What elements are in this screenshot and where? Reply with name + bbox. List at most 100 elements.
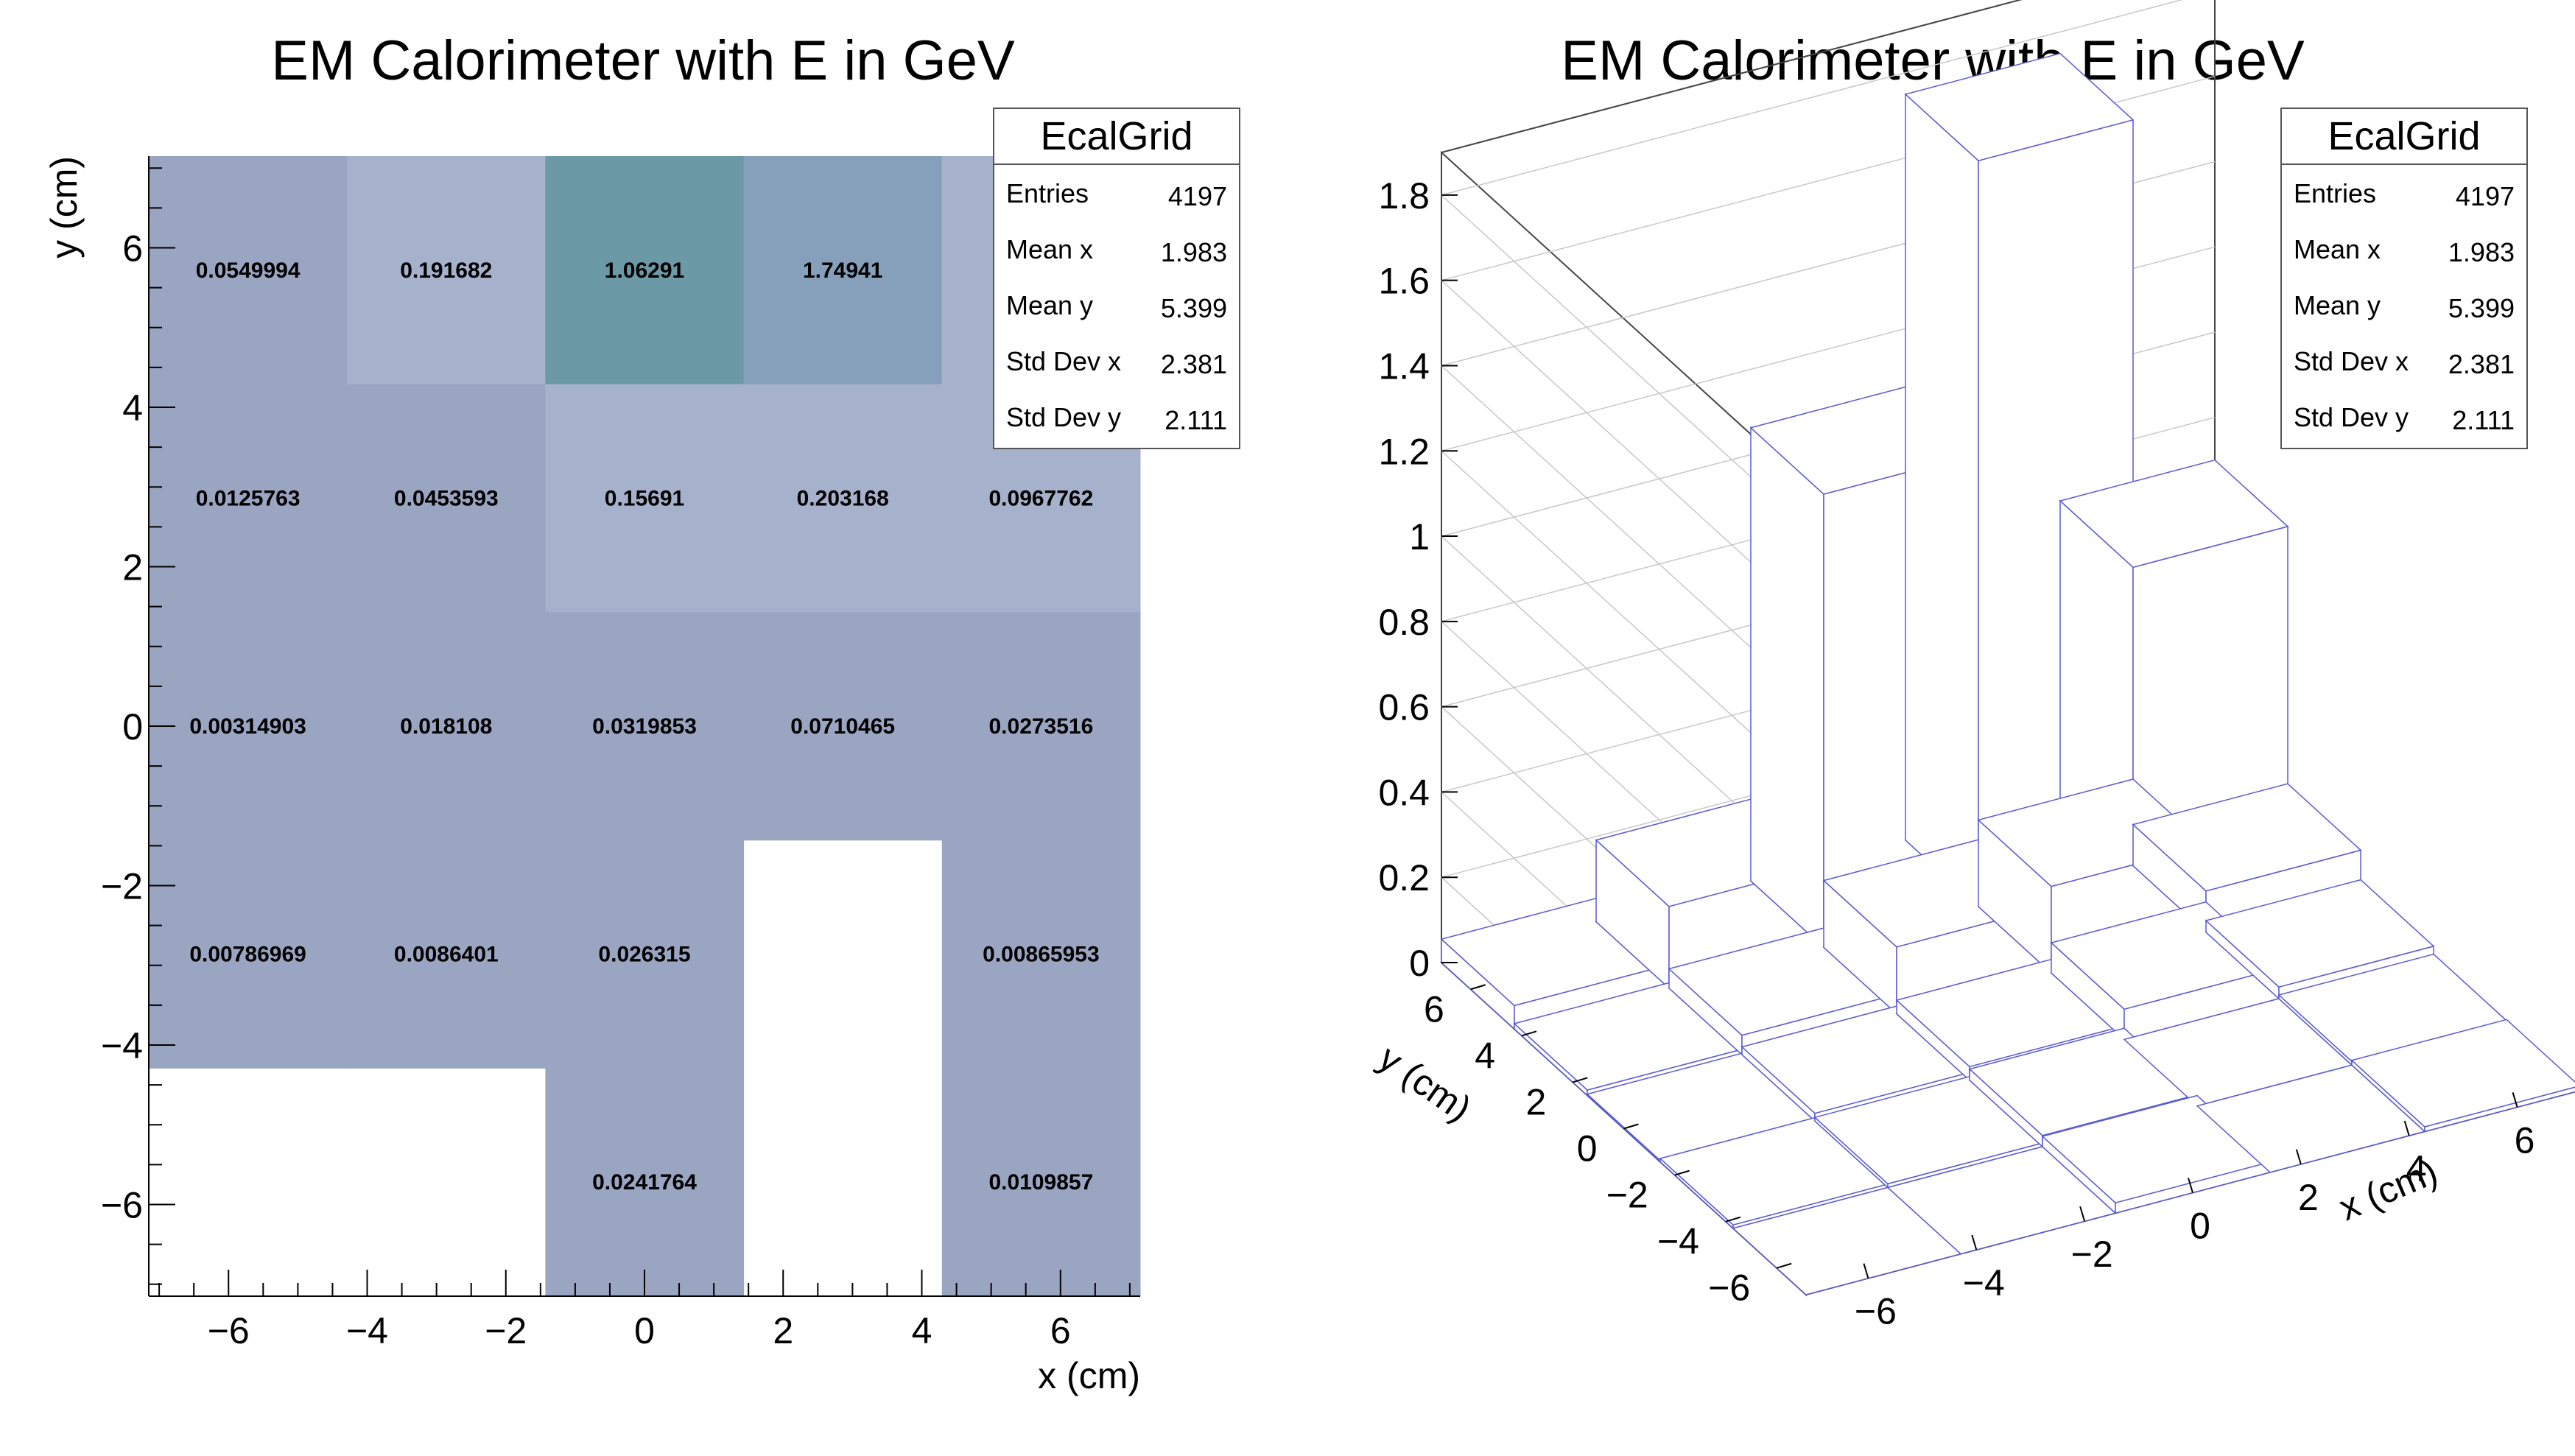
heatmap-y-tick-label: 6 <box>122 228 143 269</box>
lego-x-tick <box>2295 1149 2302 1165</box>
stats-label: Entries <box>1006 178 1089 208</box>
heatmap-cell-labels: 0.0549994 0.191682 1.06291 1.74941 0.0125763… <box>189 259 1099 1195</box>
lego-x-tick <box>1863 1263 1869 1279</box>
stats-label: Std Dev x <box>1006 346 1122 376</box>
lego-x-tick-label: 2 <box>2298 1177 2319 1218</box>
stats-value: 2.111 <box>1164 405 1227 435</box>
heatmap-cell-value: 0.026315 <box>598 943 690 967</box>
lego-y-tick-label: 6 <box>1424 988 1444 1030</box>
right-chart-title: EM Calorimeter with E in GeV <box>1561 29 2305 92</box>
heatmap-cell-value: 0.0125763 <box>196 486 301 510</box>
heatmap-cell <box>743 156 943 385</box>
stats-value: 5.399 <box>1160 293 1227 323</box>
lego-bar-top <box>1904 52 2135 162</box>
lego-bar-top <box>2041 1094 2272 1204</box>
stats-value: 1.983 <box>2448 237 2515 267</box>
lego-bar-front <box>2424 1086 2575 1133</box>
lego-bars <box>1440 52 2575 1295</box>
heatmap-y-tick-label: 4 <box>122 387 143 429</box>
heatmap-x-axis-title: x (cm) <box>1038 1355 1140 1396</box>
heatmap-cell <box>545 384 745 613</box>
heatmap-y-tick-label: −2 <box>101 866 143 907</box>
stats-row-mean-x: Mean x 1.983 <box>2282 221 2526 277</box>
heatmap-y-axis-title: y (cm) <box>43 156 85 259</box>
heatmap-cell <box>941 840 1141 1069</box>
stats-row-entries: Entries 4197 <box>994 165 1239 221</box>
stats-value: 1.983 <box>1160 237 1227 267</box>
heatmap-cell-value: 0.0241764 <box>592 1170 697 1195</box>
stats-label: Mean x <box>2294 234 2381 264</box>
lego-z-tick-label: 0.2 <box>1378 857 1430 898</box>
heatmap-x-tick-label: 2 <box>773 1310 793 1351</box>
stats-row-stddev-y: Std Dev y 2.111 <box>2282 389 2526 445</box>
lego-z-tick-label: 1.8 <box>1378 175 1430 217</box>
stats-row-entries: Entries 4197 <box>2282 165 2526 221</box>
heatmap-cell <box>941 612 1141 841</box>
heatmap-plot: 0.0549994 0.191682 1.06291 1.74941 0.0125763… <box>43 156 1141 1396</box>
lego-z-tick-label: 1.2 <box>1378 431 1430 472</box>
lego-x-tick <box>2403 1120 2410 1136</box>
stats-value: 2.381 <box>1160 349 1227 379</box>
lego-x-tick <box>1971 1234 1978 1251</box>
stats-value: 2.111 <box>2452 405 2515 435</box>
lego-x-tick-label: −6 <box>1855 1291 1897 1332</box>
stats-value: 2.381 <box>2448 349 2515 379</box>
heatmap-cell-value: 0.00314903 <box>189 714 306 739</box>
heatmap-cell <box>743 384 943 613</box>
heatmap-cell-value: 0.0319853 <box>592 714 697 739</box>
stats-label: Entries <box>2294 178 2377 208</box>
lego-x-tick <box>2079 1206 2086 1222</box>
heatmap-x-tick-label: −6 <box>208 1310 250 1351</box>
heatmap-x-tick-label: −4 <box>346 1310 388 1351</box>
lego-axes: 00.20.40.60.811.21.41.61.8−6−4−202466420… <box>1378 175 2534 1332</box>
stats-label: Std Dev x <box>2294 346 2409 376</box>
stats-row-mean-y: Mean y 5.399 <box>994 277 1239 333</box>
heatmap-cell <box>149 156 348 385</box>
right-stats-box: EcalGrid Entries 4197 Mean x 1.983 Mean y 5… <box>2280 108 2528 449</box>
stats-value: 5.399 <box>2448 293 2515 323</box>
heatmap-x-tick-label: −2 <box>485 1310 527 1351</box>
heatmap-cell <box>347 384 546 613</box>
heatmap-cell <box>545 156 745 385</box>
heatmap-cell-value: 0.0453593 <box>394 486 499 510</box>
lego-y-tick <box>1470 984 1486 991</box>
heatmap-cell-value: 1.06291 <box>605 259 684 283</box>
heatmap-x-tick-label: 4 <box>912 1310 932 1351</box>
heatmap-cell-value: 0.0967762 <box>988 486 1093 510</box>
stats-row-mean-x: Mean x 1.983 <box>994 221 1239 277</box>
heatmap-cell <box>149 840 348 1069</box>
heatmap-cell-value: 0.0710465 <box>790 714 895 739</box>
heatmap-cell-value: 0.203168 <box>797 486 889 510</box>
lego-x-axis-title: x (cm) <box>2333 1150 2443 1228</box>
lego-x-tick <box>2188 1178 2193 1193</box>
heatmap-cell-value: 0.191682 <box>400 259 492 283</box>
heatmap-y-tick-label: −4 <box>101 1025 143 1066</box>
heatmap-cell <box>149 384 348 613</box>
lego-y-tick-label: 2 <box>1525 1081 1546 1122</box>
stats-row-stddev-x: Std Dev x 2.381 <box>994 333 1239 389</box>
heatmap-cell <box>545 612 745 841</box>
heatmap-cell-value: 0.0273516 <box>988 714 1093 739</box>
heatmap-y-tick-label: −6 <box>101 1185 143 1226</box>
lego-y-tick-label: 4 <box>1475 1035 1495 1076</box>
lego-bar-top <box>2132 783 2362 892</box>
lego-y-tick <box>1572 1077 1588 1083</box>
stats-title: EcalGrid <box>994 109 1239 165</box>
stats-title: EcalGrid <box>2282 109 2526 165</box>
stats-row-mean-y: Mean y 5.399 <box>2282 277 2526 333</box>
heatmap-cell-value: 0.0549994 <box>196 259 301 283</box>
lego-y-tick <box>1623 1123 1639 1130</box>
lego-y-tick-label: −2 <box>1606 1175 1648 1216</box>
stats-label: Mean x <box>1006 234 1094 264</box>
lego-y-tick <box>1776 1262 1792 1269</box>
lego-z-tick-label: 0 <box>1409 943 1430 984</box>
heatmap-y-tick-label: 0 <box>122 706 143 748</box>
lego-y-tick <box>1725 1216 1741 1223</box>
lego-bar-top <box>2059 459 2289 569</box>
heatmap-cell <box>545 840 745 1069</box>
lego-bar-side <box>1905 93 1979 908</box>
lego-y-tick <box>1674 1170 1690 1176</box>
lego-y-tick-label: 0 <box>1577 1128 1598 1170</box>
